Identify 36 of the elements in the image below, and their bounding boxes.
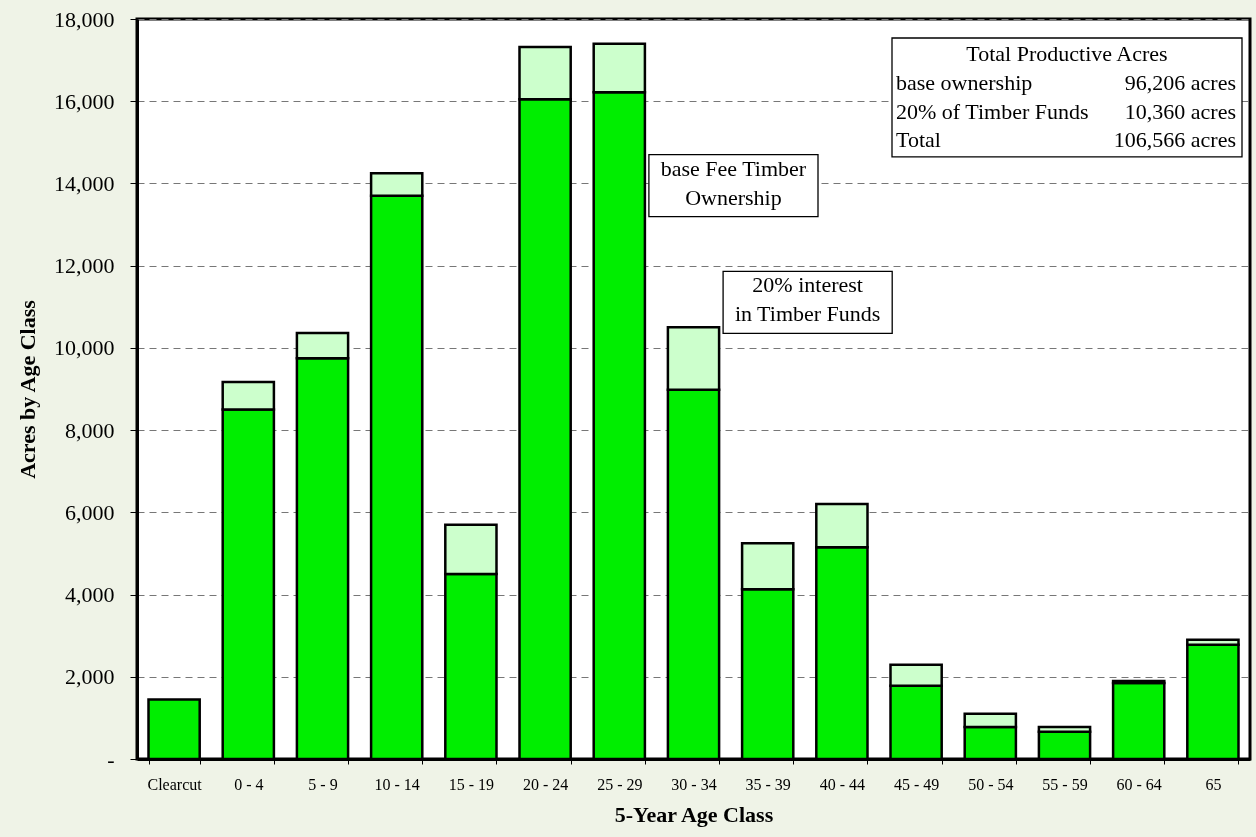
annotation: Total Productive Acres	[966, 41, 1168, 67]
x-axis-title: 5-Year Age Class	[614, 801, 774, 827]
x-tick-label: 35 - 39	[745, 775, 791, 793]
annotation: base ownership	[896, 70, 1033, 96]
annotation: 10,360 acres	[1124, 98, 1236, 124]
x-tick-label: 45 - 49	[893, 775, 940, 793]
x-tick-label: 5 - 9	[308, 775, 338, 793]
y-tick-label: 2,000	[65, 664, 115, 690]
annotation: Total	[896, 127, 941, 153]
x-tick-label: 60 - 64	[1116, 775, 1162, 793]
y-tick-label: 18,000	[54, 6, 115, 32]
y-tick-label: 8,000	[65, 417, 115, 443]
y-tick-label: 4,000	[65, 582, 115, 608]
x-tick-label: 50 - 54	[968, 775, 1014, 793]
x-tick-label: 0 - 4	[234, 775, 264, 793]
x-tick-label: 15 - 19	[448, 775, 495, 793]
y-axis-title: Acres by Age Class	[15, 299, 40, 479]
annotation: 106,566 acres	[1113, 127, 1236, 153]
x-tick-label: 10 - 14	[374, 775, 420, 793]
series-label: 20% interest in Timber Funds	[734, 272, 881, 327]
y-tick-label: -	[107, 746, 115, 772]
x-tick-label: 65	[1205, 775, 1222, 793]
series-label: base Fee Timber Ownership	[660, 155, 807, 210]
y-tick-label: 6,000	[65, 499, 115, 525]
y-tick-label: 14,000	[54, 170, 115, 196]
x-tick-label: Clearcut	[147, 775, 203, 793]
y-tick-label: 16,000	[54, 88, 115, 114]
annotation: 96,206 acres	[1124, 70, 1236, 96]
x-tick-label: 55 - 59	[1042, 775, 1088, 793]
y-tick-label: 10,000	[54, 335, 115, 361]
x-tick-label: 30 - 34	[671, 775, 717, 793]
x-tick-label: 20 - 24	[522, 775, 569, 793]
x-tick-label: 25 - 29	[597, 775, 643, 793]
annotation: 20% of Timber Funds	[896, 98, 1089, 124]
x-tick-label: 40 - 44	[819, 775, 866, 793]
y-tick-label: 12,000	[54, 253, 115, 279]
